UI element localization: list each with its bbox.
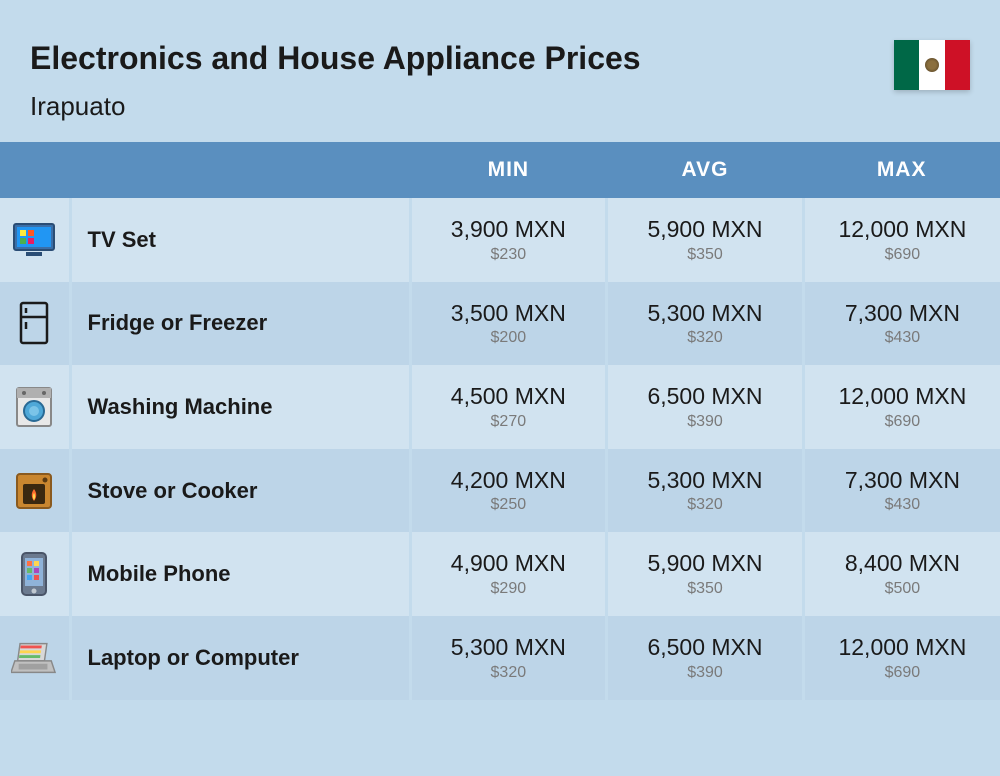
price-cell: 4,200 MXN $250 — [410, 449, 607, 533]
page-subtitle: Irapuato — [30, 91, 970, 122]
price-usd: $690 — [813, 664, 992, 682]
flag-green-stripe — [894, 40, 919, 90]
price-cell: 8,400 MXN $500 — [803, 532, 1000, 616]
price-usd: $290 — [420, 580, 598, 598]
price-usd: $430 — [813, 329, 992, 347]
price-cell: 5,900 MXN $350 — [607, 198, 804, 282]
price-usd: $230 — [420, 246, 598, 264]
price-cell: 3,900 MXN $230 — [410, 198, 607, 282]
price-cell: 12,000 MXN $690 — [803, 198, 1000, 282]
table-header-row: MIN AVG MAX — [0, 142, 1000, 198]
row-icon-cell — [0, 365, 70, 449]
row-icon-cell — [0, 616, 70, 700]
price-mxn: 5,300 MXN — [616, 467, 794, 495]
table-row: Washing Machine 4,500 MXN $270 6,500 MXN… — [0, 365, 1000, 449]
row-label: Washing Machine — [70, 365, 410, 449]
price-usd: $350 — [616, 246, 794, 264]
header: Electronics and House Appliance Prices I… — [0, 0, 1000, 142]
header-avg: AVG — [607, 142, 804, 198]
price-usd: $270 — [420, 413, 598, 431]
price-cell: 5,300 MXN $320 — [607, 449, 804, 533]
fridge-icon — [11, 300, 57, 346]
row-icon-cell — [0, 198, 70, 282]
price-mxn: 12,000 MXN — [813, 216, 992, 244]
price-usd: $320 — [420, 664, 598, 682]
price-cell: 4,900 MXN $290 — [410, 532, 607, 616]
price-mxn: 5,300 MXN — [420, 634, 598, 662]
price-usd: $350 — [616, 580, 794, 598]
row-icon-cell — [0, 282, 70, 366]
price-mxn: 12,000 MXN — [813, 383, 992, 411]
flag-white-stripe — [919, 40, 944, 90]
price-cell: 6,500 MXN $390 — [607, 616, 804, 700]
price-usd: $430 — [813, 496, 992, 514]
price-mxn: 5,300 MXN — [616, 300, 794, 328]
header-label-col — [70, 142, 410, 198]
table-row: Laptop or Computer 5,300 MXN $320 6,500 … — [0, 616, 1000, 700]
price-cell: 6,500 MXN $390 — [607, 365, 804, 449]
price-mxn: 6,500 MXN — [616, 634, 794, 662]
price-mxn: 3,900 MXN — [420, 216, 598, 244]
price-usd: $320 — [616, 329, 794, 347]
table-row: Mobile Phone 4,900 MXN $290 5,900 MXN $3… — [0, 532, 1000, 616]
price-mxn: 8,400 MXN — [813, 550, 992, 578]
row-icon-cell — [0, 449, 70, 533]
price-usd: $200 — [420, 329, 598, 347]
price-cell: 4,500 MXN $270 — [410, 365, 607, 449]
price-usd: $690 — [813, 413, 992, 431]
price-mxn: 7,300 MXN — [813, 467, 992, 495]
price-mxn: 4,900 MXN — [420, 550, 598, 578]
price-mxn: 4,200 MXN — [420, 467, 598, 495]
price-mxn: 12,000 MXN — [813, 634, 992, 662]
page-title: Electronics and House Appliance Prices — [30, 40, 970, 77]
flag-emblem-icon — [925, 58, 939, 72]
price-usd: $390 — [616, 413, 794, 431]
stove-icon — [11, 468, 57, 514]
tv-icon — [11, 217, 57, 263]
table-row: TV Set 3,900 MXN $230 5,900 MXN $350 12,… — [0, 198, 1000, 282]
price-cell: 7,300 MXN $430 — [803, 282, 1000, 366]
price-mxn: 7,300 MXN — [813, 300, 992, 328]
laptop-icon — [11, 635, 57, 681]
price-usd: $690 — [813, 246, 992, 264]
price-cell: 5,300 MXN $320 — [410, 616, 607, 700]
header-max: MAX — [803, 142, 1000, 198]
mexico-flag-icon — [894, 40, 970, 90]
table-row: Fridge or Freezer 3,500 MXN $200 5,300 M… — [0, 282, 1000, 366]
flag-red-stripe — [945, 40, 970, 90]
price-mxn: 5,900 MXN — [616, 550, 794, 578]
row-label: Laptop or Computer — [70, 616, 410, 700]
row-icon-cell — [0, 532, 70, 616]
header-icon-col — [0, 142, 70, 198]
row-label: Stove or Cooker — [70, 449, 410, 533]
prices-table: MIN AVG MAX TV Set — [0, 142, 1000, 700]
price-cell: 5,300 MXN $320 — [607, 282, 804, 366]
price-cell: 12,000 MXN $690 — [803, 365, 1000, 449]
header-min: MIN — [410, 142, 607, 198]
price-usd: $500 — [813, 580, 992, 598]
row-label: Fridge or Freezer — [70, 282, 410, 366]
price-cell: 7,300 MXN $430 — [803, 449, 1000, 533]
price-cell: 3,500 MXN $200 — [410, 282, 607, 366]
price-mxn: 5,900 MXN — [616, 216, 794, 244]
washing-machine-icon — [11, 384, 57, 430]
mobile-phone-icon — [11, 551, 57, 597]
table-row: Stove or Cooker 4,200 MXN $250 5,300 MXN… — [0, 449, 1000, 533]
price-mxn: 6,500 MXN — [616, 383, 794, 411]
price-usd: $390 — [616, 664, 794, 682]
price-usd: $250 — [420, 496, 598, 514]
row-label: TV Set — [70, 198, 410, 282]
row-label: Mobile Phone — [70, 532, 410, 616]
price-mxn: 4,500 MXN — [420, 383, 598, 411]
price-usd: $320 — [616, 496, 794, 514]
price-mxn: 3,500 MXN — [420, 300, 598, 328]
price-cell: 12,000 MXN $690 — [803, 616, 1000, 700]
price-cell: 5,900 MXN $350 — [607, 532, 804, 616]
